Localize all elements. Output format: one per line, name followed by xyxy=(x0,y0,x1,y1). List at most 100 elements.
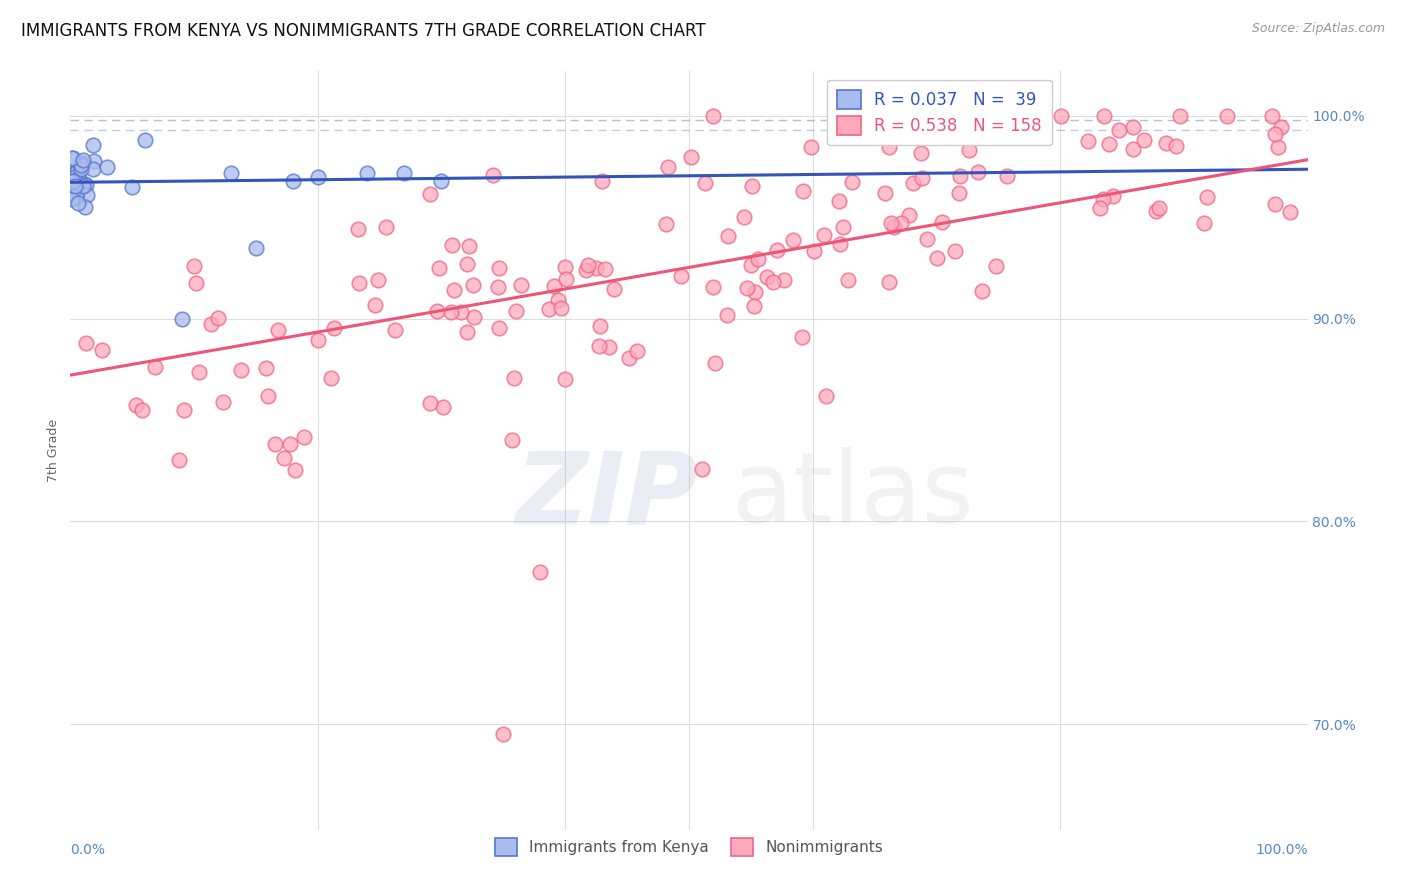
Point xyxy=(458,238,481,252)
Point xyxy=(901,176,924,190)
Point xyxy=(1133,133,1156,147)
Point xyxy=(911,171,934,186)
Point xyxy=(883,220,905,235)
Point xyxy=(173,403,195,417)
Point xyxy=(463,310,485,325)
Point xyxy=(419,186,441,201)
Point xyxy=(267,323,290,337)
Point xyxy=(170,311,193,326)
Point xyxy=(931,215,953,229)
Point xyxy=(813,227,835,242)
Point xyxy=(482,169,505,183)
Point xyxy=(219,166,242,180)
Point xyxy=(503,371,526,385)
Point xyxy=(245,241,267,255)
Point xyxy=(554,260,576,274)
Text: 0.0%: 0.0% xyxy=(70,843,105,857)
Point xyxy=(1154,136,1177,150)
Point xyxy=(1261,109,1284,123)
Point xyxy=(443,283,465,297)
Point xyxy=(841,175,863,189)
Point xyxy=(124,398,146,412)
Text: Source: ZipAtlas.com: Source: ZipAtlas.com xyxy=(1251,22,1385,36)
Point xyxy=(62,174,84,188)
Point xyxy=(744,285,766,299)
Point xyxy=(598,340,620,354)
Point xyxy=(910,145,932,160)
Point xyxy=(440,304,463,318)
Point xyxy=(70,158,93,172)
Text: ZIP: ZIP xyxy=(516,448,699,544)
Point xyxy=(60,192,83,206)
Point xyxy=(82,137,104,152)
Point xyxy=(488,320,510,334)
Point xyxy=(510,277,533,292)
Text: 100.0%: 100.0% xyxy=(1256,843,1308,857)
Point xyxy=(91,343,114,357)
Point xyxy=(1077,134,1099,148)
Point xyxy=(873,186,896,200)
Point xyxy=(441,238,464,252)
Point xyxy=(741,178,763,193)
Point xyxy=(264,437,287,451)
Point xyxy=(66,165,89,179)
Point xyxy=(655,217,678,231)
Point xyxy=(72,179,94,194)
Point xyxy=(184,276,207,290)
Point xyxy=(575,262,598,277)
Point xyxy=(800,139,823,153)
Point xyxy=(702,280,724,294)
Point xyxy=(915,109,938,123)
Point xyxy=(704,356,727,370)
Point xyxy=(207,310,229,325)
Point xyxy=(828,194,851,209)
Point xyxy=(742,300,765,314)
Point xyxy=(187,366,209,380)
Point xyxy=(547,293,569,307)
Point xyxy=(690,462,713,476)
Point xyxy=(1098,137,1121,152)
Point xyxy=(501,433,523,447)
Point xyxy=(735,280,758,294)
Point xyxy=(67,168,90,182)
Point xyxy=(69,162,91,177)
Point xyxy=(897,208,920,222)
Point xyxy=(832,220,855,235)
Point xyxy=(1122,120,1144,135)
Point xyxy=(456,325,478,339)
Point xyxy=(131,403,153,417)
Point xyxy=(73,200,96,214)
Point xyxy=(762,275,785,289)
Point xyxy=(143,359,166,374)
Point xyxy=(830,237,852,252)
Point xyxy=(617,351,640,365)
Point xyxy=(588,318,610,333)
Point xyxy=(756,270,779,285)
Point xyxy=(880,216,903,230)
Point xyxy=(65,172,87,186)
Point xyxy=(773,273,796,287)
Point xyxy=(995,169,1018,183)
Point xyxy=(1170,109,1192,123)
Point xyxy=(765,243,787,257)
Point xyxy=(364,298,387,312)
Point xyxy=(60,151,83,165)
Point xyxy=(492,727,515,741)
Point xyxy=(67,196,90,211)
Point xyxy=(529,565,551,579)
Point xyxy=(1166,139,1188,153)
Point xyxy=(82,162,104,177)
Point xyxy=(966,164,988,178)
Legend: Immigrants from Kenya, Nonimmigrants: Immigrants from Kenya, Nonimmigrants xyxy=(488,830,890,863)
Text: atlas: atlas xyxy=(733,448,974,544)
Point xyxy=(384,323,406,337)
Point xyxy=(733,211,755,225)
Point xyxy=(792,184,814,198)
Point xyxy=(394,166,416,180)
Point xyxy=(1122,142,1144,156)
Point xyxy=(450,305,472,319)
Point xyxy=(183,259,205,273)
Point xyxy=(367,273,389,287)
Point xyxy=(292,430,315,444)
Point xyxy=(426,303,449,318)
